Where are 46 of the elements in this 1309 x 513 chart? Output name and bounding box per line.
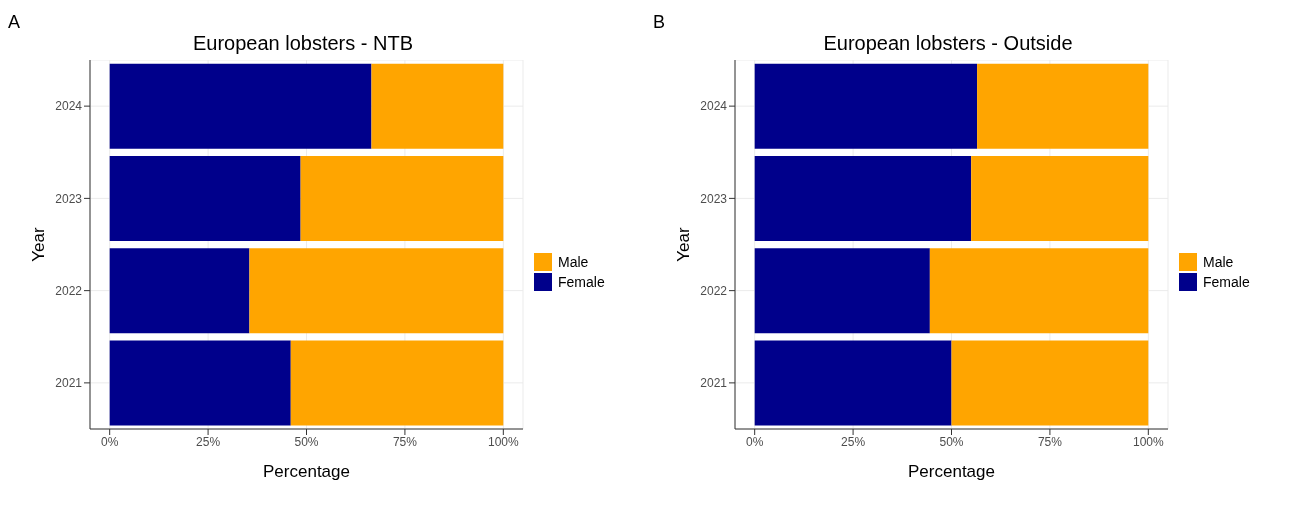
bar — [754, 155, 972, 241]
bar — [371, 63, 504, 149]
y-tick-label: 2024 — [55, 99, 83, 114]
x-tick-label: 50% — [939, 434, 964, 449]
x-axis-title: Percentage — [263, 462, 350, 481]
bar — [754, 248, 930, 334]
x-tick-label: 75% — [392, 434, 418, 449]
x-tick-label: 75% — [1037, 434, 1063, 449]
y-tick-label: 2022 — [700, 283, 728, 298]
bar — [109, 340, 291, 426]
text: B — [653, 12, 666, 33]
y-axis-title: Year — [29, 226, 49, 262]
y-tick-label: 2023 — [700, 191, 728, 206]
legend-label: Female — [1203, 273, 1250, 290]
bar — [109, 155, 301, 241]
bar — [290, 340, 504, 426]
bar — [951, 340, 1149, 426]
x-tick-label: 25% — [841, 434, 866, 449]
x-tick-label: 0% — [101, 434, 119, 449]
bar — [109, 63, 372, 149]
x-tick-label: 100% — [1132, 434, 1164, 449]
bar — [754, 63, 978, 149]
y-tick-label: 2024 — [700, 99, 728, 114]
legend-label: Male — [558, 253, 589, 270]
chart-title: European lobsters - Outside — [822, 32, 1074, 55]
y-tick-label: 2021 — [700, 376, 728, 391]
y-tick-label: 2022 — [55, 283, 83, 298]
text: A — [8, 12, 21, 33]
bar — [249, 248, 504, 334]
legend-label: Female — [558, 273, 605, 290]
x-tick-label: 100% — [487, 434, 519, 449]
legend-label: Male — [1203, 253, 1234, 270]
bar — [977, 63, 1149, 149]
x-axis-title: Percentage — [908, 462, 995, 481]
x-tick-label: 50% — [294, 434, 319, 449]
x-tick-label: 25% — [196, 434, 221, 449]
y-tick-label: 2021 — [55, 376, 83, 391]
bar — [109, 248, 250, 334]
bar — [929, 248, 1149, 334]
y-tick-label: 2023 — [55, 191, 83, 206]
chart-title: European lobsters - NTB — [191, 32, 415, 55]
x-tick-label: 0% — [746, 434, 764, 449]
bar — [971, 155, 1149, 241]
bar — [300, 155, 504, 241]
bar — [754, 340, 952, 426]
y-axis-title: Year — [674, 226, 694, 262]
